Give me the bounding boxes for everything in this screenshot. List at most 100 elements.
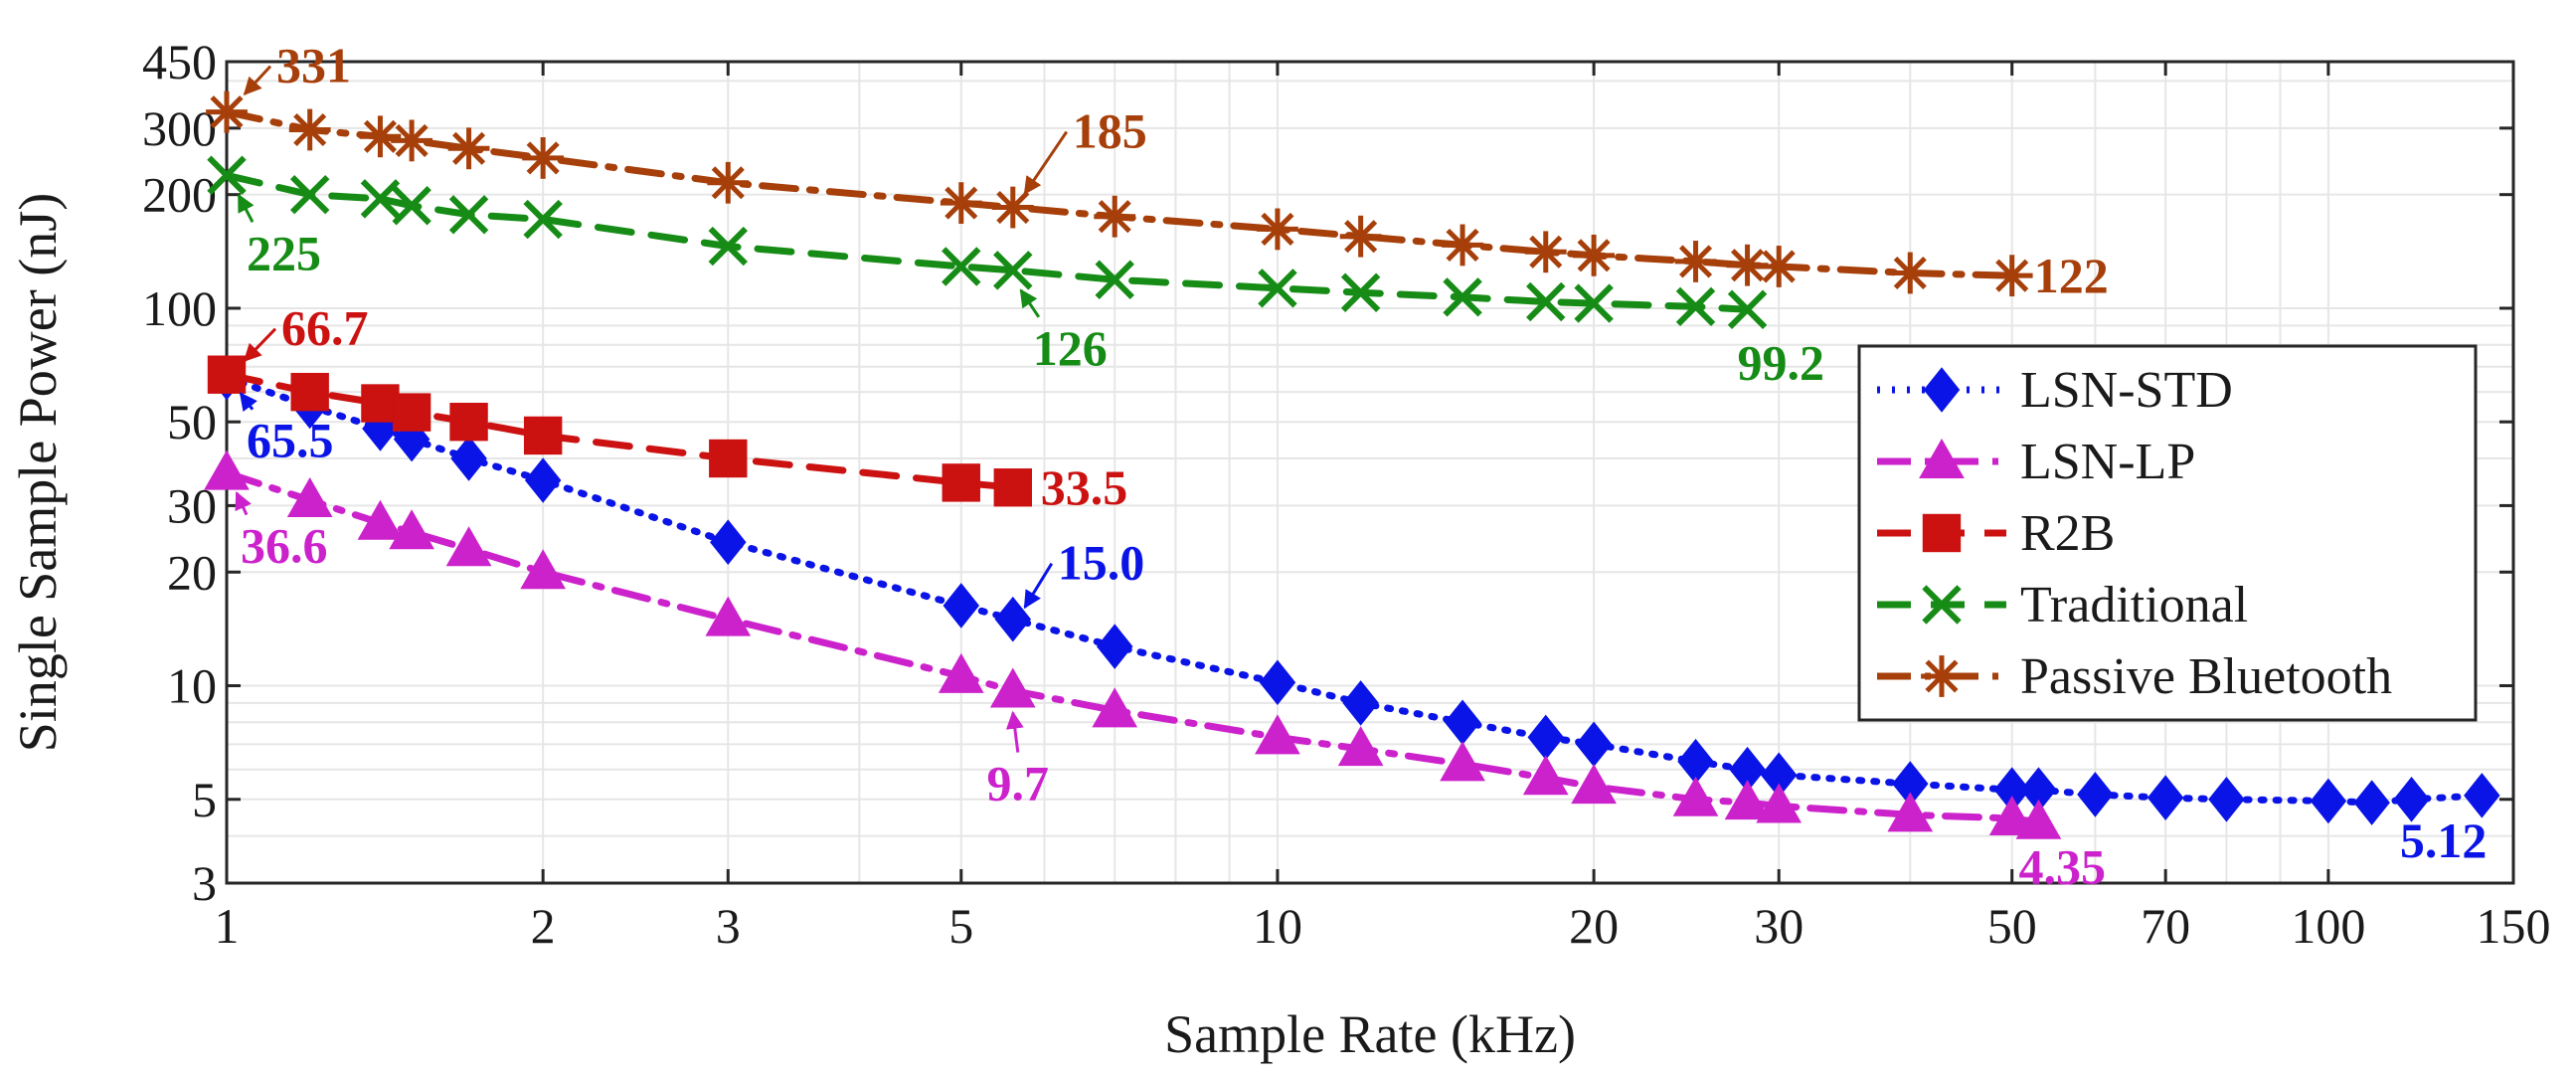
series-line-traditional xyxy=(223,171,1752,313)
data-point-lsn-lp xyxy=(705,596,752,636)
x-tick-label: 1 xyxy=(215,898,240,954)
annotation: 5.12 xyxy=(2400,812,2488,868)
legend-label: Passive Bluetooth xyxy=(2020,648,2392,705)
data-point-passive-bluetooth xyxy=(1339,215,1382,258)
data-point-traditional xyxy=(1675,286,1716,327)
annotation-label: 331 xyxy=(276,38,351,93)
data-point-passive-bluetooth xyxy=(707,161,750,204)
y-tick-label: 10 xyxy=(167,658,217,714)
legend-item-passive-bluetooth: Passive Bluetooth xyxy=(1877,648,2392,705)
annotation-label: 36.6 xyxy=(241,518,328,574)
legend-marker xyxy=(1922,585,1962,625)
data-point-lsn-lp xyxy=(2015,799,2062,839)
data-point-traditional xyxy=(1340,272,1381,312)
legend-marker xyxy=(1919,438,1965,478)
series-passive-bluetooth xyxy=(206,90,2033,297)
annotation-label: 225 xyxy=(247,225,321,280)
data-point-lsn-std xyxy=(2393,776,2430,822)
annotation-label: 126 xyxy=(1033,320,1108,376)
data-point-traditional xyxy=(942,247,981,286)
annotation-label: 9.7 xyxy=(987,756,1050,811)
data-point-passive-bluetooth xyxy=(206,90,248,133)
data-point-traditional xyxy=(1574,283,1614,323)
data-point-lsn-lp xyxy=(520,549,567,590)
data-point-traditional xyxy=(1095,260,1134,299)
y-tick-label: 50 xyxy=(167,394,217,450)
data-point-lsn-lp xyxy=(357,499,404,540)
data-point-lsn-lp xyxy=(445,526,492,567)
annotation-arrow xyxy=(1019,288,1041,318)
data-point-lsn-lp xyxy=(938,652,984,693)
annotation-label: 5.12 xyxy=(2400,812,2488,868)
annotations: 331 185 122 225 126 99.2 66.7 33.5 65.5 15.0 5.12 3… xyxy=(235,38,2488,895)
legend-box: LSN-STD LSN-LP R2B Traditional Passive Bluet… xyxy=(1857,344,2478,722)
y-tick-label: 20 xyxy=(167,544,217,600)
data-point-passive-bluetooth xyxy=(1573,234,1616,276)
y-tick-label: 100 xyxy=(142,280,217,336)
data-point-r2b xyxy=(709,439,748,478)
legend-label: R2B xyxy=(2020,505,2115,562)
data-point-passive-bluetooth xyxy=(1257,208,1298,251)
annotation: 36.6 xyxy=(235,491,328,574)
legend-item-traditional: Traditional xyxy=(1877,577,2248,633)
data-point-passive-bluetooth xyxy=(522,136,565,179)
data-point-r2b xyxy=(942,463,980,502)
data-point-lsn-std xyxy=(524,457,562,503)
legend-marker xyxy=(1921,655,1963,697)
data-point-traditional xyxy=(1258,269,1297,308)
x-tick-label: 20 xyxy=(1569,898,1619,954)
annotation-label: 65.5 xyxy=(247,413,334,468)
series-traditional xyxy=(207,155,1768,329)
data-point-traditional xyxy=(207,155,247,195)
annotation: 33.5 xyxy=(1041,459,1128,515)
data-point-passive-bluetooth xyxy=(1442,224,1483,267)
series-r2b xyxy=(207,355,1032,507)
x-tick-label: 30 xyxy=(1754,898,1803,954)
annotation: 66.7 xyxy=(243,300,369,362)
annotation: 4.35 xyxy=(2018,839,2106,895)
data-point-lsn-lp xyxy=(1522,755,1569,796)
data-point-r2b xyxy=(449,403,488,442)
annotation-label: 33.5 xyxy=(1041,459,1128,515)
data-point-lsn-std xyxy=(943,583,980,629)
data-point-traditional xyxy=(289,174,330,215)
data-point-passive-bluetooth xyxy=(391,119,433,162)
annotation: 65.5 xyxy=(239,392,334,468)
data-point-lsn-std xyxy=(450,436,487,481)
data-point-lsn-lp xyxy=(1724,780,1771,820)
data-point-traditional xyxy=(360,179,401,219)
data-point-lsn-lp xyxy=(389,509,434,550)
data-point-lsn-std xyxy=(2464,773,2500,818)
data-point-lsn-std xyxy=(393,416,430,462)
data-point-lsn-std xyxy=(1096,624,1133,669)
x-tick-label: 2 xyxy=(531,898,556,954)
data-point-lsn-lp xyxy=(989,667,1036,708)
legend-marker xyxy=(1922,513,1962,553)
annotation: 225 xyxy=(237,193,321,280)
x-tick-label: 3 xyxy=(716,898,741,954)
x-tick-label: 150 xyxy=(2477,898,2551,954)
series-lsn-lp xyxy=(204,450,2062,839)
annotation-arrow xyxy=(243,327,277,362)
legend-label: Traditional xyxy=(2020,577,2248,633)
data-point-r2b xyxy=(523,416,563,455)
data-point-passive-bluetooth xyxy=(359,115,402,158)
x-tick-label: 10 xyxy=(1253,898,1302,954)
annotation: 331 xyxy=(243,38,351,95)
data-point-lsn-std xyxy=(2353,780,2390,825)
data-point-traditional xyxy=(708,226,749,267)
x-tick-label: 50 xyxy=(1987,898,2037,954)
legend-item-lsn-lp: LSN-LP xyxy=(1877,434,2195,490)
annotation-label: 99.2 xyxy=(1738,334,1825,390)
y-tick-label: 300 xyxy=(142,100,217,156)
data-point-passive-bluetooth xyxy=(1094,195,1136,238)
data-point-r2b xyxy=(993,468,1032,507)
data-point-traditional xyxy=(392,186,431,226)
data-point-passive-bluetooth xyxy=(1674,241,1717,282)
data-point-traditional xyxy=(1526,281,1566,322)
annotation-label: 185 xyxy=(1073,103,1147,159)
data-point-lsn-std xyxy=(710,519,747,566)
data-point-lsn-std xyxy=(2310,778,2347,824)
data-point-traditional xyxy=(523,199,563,240)
annotation-arrow xyxy=(243,65,272,95)
